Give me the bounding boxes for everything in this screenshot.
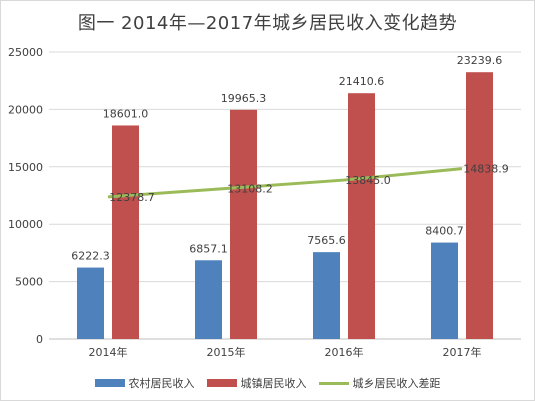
x-tick-label: 2015年 xyxy=(207,345,246,359)
chart-title: 图一 2014年—2017年城乡居民收入变化趋势 xyxy=(77,13,458,34)
data-label-urban: 18601.0 xyxy=(103,107,149,120)
line-gap xyxy=(107,167,463,199)
bar-urban xyxy=(348,93,375,339)
data-label-gap: 13845.0 xyxy=(345,174,391,187)
data-label-rural: 8400.7 xyxy=(425,225,464,238)
y-tick-label: 15000 xyxy=(8,161,43,174)
legend-label-urban: 城镇居民收入 xyxy=(240,377,307,390)
data-label-urban: 21410.6 xyxy=(339,75,385,88)
data-label-rural: 7565.6 xyxy=(307,234,346,247)
legend-label-gap: 城乡居民收入差距 xyxy=(352,377,441,390)
data-label-gap: 14838.9 xyxy=(463,163,509,176)
y-tick-label: 20000 xyxy=(8,103,43,116)
legend-swatch-urban xyxy=(206,379,237,387)
x-tick-label: 2016年 xyxy=(325,345,364,359)
y-tick-label: 25000 xyxy=(8,46,43,59)
legend-item-urban: 城镇居民收入 xyxy=(206,375,307,391)
chart-legend: 农村居民收入 城镇居民收入 城乡居民收入差距 xyxy=(1,375,534,391)
bar-rural xyxy=(431,242,458,339)
y-tick-label: 0 xyxy=(36,333,43,346)
bar-rural xyxy=(313,252,340,339)
bar-urban xyxy=(230,109,257,339)
legend-item-rural: 农村居民收入 xyxy=(94,375,195,391)
data-label-rural: 6222.3 xyxy=(71,250,110,263)
bar-urban xyxy=(112,125,139,340)
data-label-gap: 13108.2 xyxy=(227,183,273,196)
legend-label-rural: 农村居民收入 xyxy=(128,377,195,390)
bar-rural xyxy=(195,260,222,339)
data-label-rural: 6857.1 xyxy=(189,242,228,255)
data-label-gap: 12378.7 xyxy=(109,191,155,204)
legend-swatch-rural xyxy=(94,379,125,387)
data-label-urban: 23239.6 xyxy=(457,54,503,67)
bar-urban xyxy=(466,72,493,340)
bar-rural xyxy=(77,267,104,339)
x-tick-label: 2017年 xyxy=(443,345,482,359)
data-label-urban: 19965.3 xyxy=(221,92,267,105)
x-tick-label: 2014年 xyxy=(89,345,128,359)
legend-swatch-gap xyxy=(318,381,349,385)
y-tick-label: 5000 xyxy=(15,276,43,289)
legend-item-gap: 城乡居民收入差距 xyxy=(318,375,441,391)
y-tick-label: 10000 xyxy=(8,218,43,231)
